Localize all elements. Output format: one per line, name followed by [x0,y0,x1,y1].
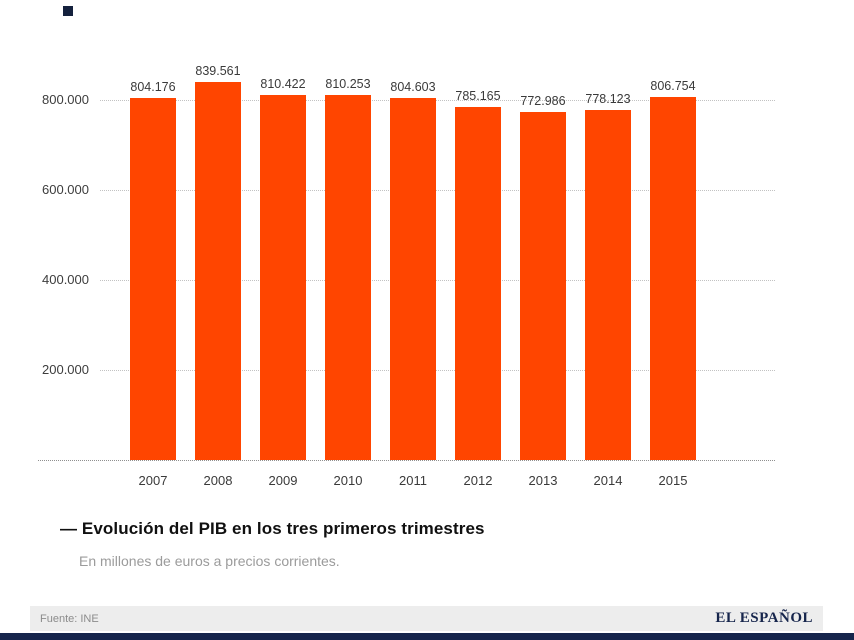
bar-value-label: 804.176 [130,80,176,95]
bar [325,95,371,460]
bar-value-label: 839.561 [195,64,241,79]
y-gridline [100,100,775,101]
x-axis-category-label: 2008 [203,473,233,488]
y-axis-tick-label: 800.000 [42,92,89,107]
source-label: Fuente: INE [40,612,99,625]
bar-value-label: 785.165 [455,88,501,103]
bar [650,96,696,460]
x-axis-category-label: 2011 [399,473,427,488]
y-axis-tick-label: 200.000 [42,362,89,377]
bar-value-label: 778.123 [585,91,631,106]
bar [390,97,436,460]
x-axis-baseline [38,460,775,461]
y-axis-tick-label: 600.000 [42,182,89,197]
y-gridline [100,280,775,281]
brand-bottom-bar [0,633,854,640]
x-axis-category-label: 2009 [268,473,298,488]
brand-square-icon [63,6,73,16]
bar [130,98,176,460]
y-axis-tick-label: 400.000 [42,272,89,287]
bar-value-label: 810.253 [325,77,371,92]
chart-subtitle: En millones de euros a precios corriente… [79,553,340,569]
x-axis-category-label: 2013 [528,473,558,488]
x-axis-category-label: 2012 [463,473,493,488]
brand-logo: EL ESPAÑOL [715,610,813,626]
bar [585,109,631,460]
x-axis-category-label: 2007 [138,473,168,488]
x-axis-category-label: 2015 [658,473,688,488]
bar-value-label: 810.422 [260,77,306,92]
bar-value-label: 772.986 [520,94,566,109]
y-gridline [100,190,775,191]
bar-value-label: 806.754 [650,78,696,93]
bar [195,82,241,460]
x-axis-category-label: 2014 [593,473,623,488]
bar [455,106,501,460]
bar [520,112,566,460]
x-axis-category-label: 2010 [333,473,363,488]
chart-title: — Evolución del PIB en los tres primeros… [60,519,485,538]
bar-value-label: 804.603 [390,79,436,94]
bar [260,95,306,460]
footer-bar: Fuente: INE EL ESPAÑOL [30,606,823,631]
y-gridline [100,370,775,371]
